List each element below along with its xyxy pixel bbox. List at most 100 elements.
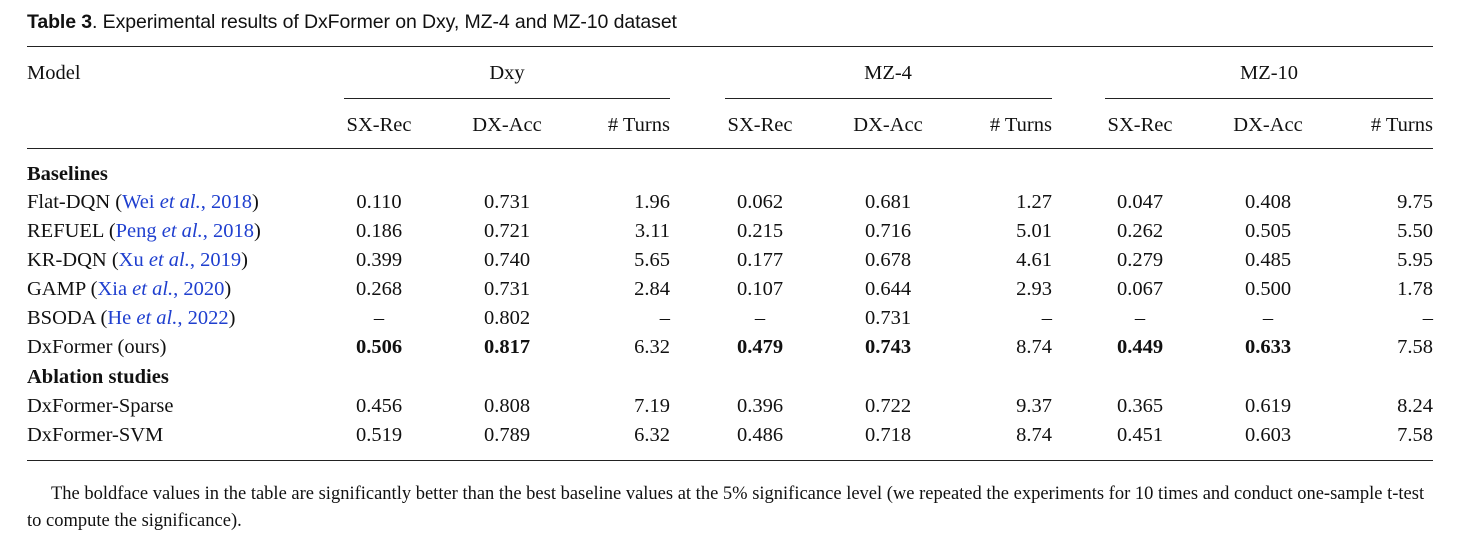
- table-cell: 8.24: [1397, 395, 1433, 417]
- row-model-name: DxFormer-Sparse: [27, 394, 173, 418]
- table-cell: 0.449: [1116, 336, 1164, 358]
- table-cell: 0.047: [1116, 191, 1164, 213]
- table-cell: 0.486: [736, 424, 784, 446]
- table-cell: 0.365: [1116, 395, 1164, 417]
- table-cell: 0.681: [864, 191, 912, 213]
- model-name: REFUEL: [27, 220, 104, 242]
- table-cell: 0.479: [736, 336, 784, 358]
- citation-link[interactable]: Wei et al., 2018: [122, 191, 252, 213]
- table-cell: 0.789: [483, 424, 531, 446]
- model-name: KR-DQN: [27, 249, 107, 271]
- table-cell: 0.107: [736, 278, 784, 300]
- row-model-name: Flat-DQN (Wei et al., 2018): [27, 191, 259, 213]
- table-cell: 3.11: [634, 220, 670, 242]
- table-cell: –: [1134, 307, 1146, 329]
- table-cell: 0.731: [864, 307, 912, 329]
- table-cell: 0.721: [483, 220, 531, 242]
- table-cell: 0.678: [864, 249, 912, 271]
- table-cell: 6.32: [634, 336, 670, 358]
- table-cell: 0.519: [355, 424, 403, 446]
- metric-header-6: SX-Rec: [1107, 114, 1173, 136]
- group-rule-mz4: [725, 98, 1052, 99]
- section-ablation: Ablation studies: [27, 366, 169, 388]
- table-caption: Table 3. Experimental results of DxForme…: [27, 11, 677, 34]
- model-name: DxFormer-SVM: [27, 424, 164, 446]
- table-cell: 0.062: [736, 191, 784, 213]
- table-cell: 0.506: [355, 336, 403, 358]
- section-baselines: Baselines: [27, 163, 108, 185]
- table-cell: –: [659, 307, 670, 329]
- metric-header-7: DX-Acc: [1233, 114, 1303, 136]
- table-cell: 0.740: [483, 249, 531, 271]
- table-cell: 0.722: [864, 395, 912, 417]
- table-cell: 7.19: [634, 395, 670, 417]
- table-footnote: The boldface values in the table are sig…: [27, 484, 1425, 531]
- table-caption-text: . Experimental results of DxFormer on Dx…: [92, 11, 677, 33]
- table-cell: 5.65: [634, 249, 670, 271]
- bottom-rule: [27, 460, 1433, 461]
- citation-link[interactable]: Xia et al., 2020: [97, 278, 225, 300]
- table-cell: 1.78: [1397, 278, 1433, 300]
- header-group-mz4: MZ-4: [864, 62, 912, 84]
- table-cell: 0.451: [1116, 424, 1164, 446]
- citation-link[interactable]: Xu et al., 2019: [118, 249, 242, 271]
- table-cell: 0.279: [1116, 249, 1164, 271]
- header-group-dxy: Dxy: [489, 62, 525, 84]
- metric-header-3: SX-Rec: [727, 114, 793, 136]
- table-cell: 8.74: [1016, 336, 1052, 358]
- table-cell: –: [754, 307, 766, 329]
- metric-header-1: DX-Acc: [472, 114, 542, 136]
- table-cell: 0.808: [483, 395, 531, 417]
- metric-header-5: # Turns: [989, 114, 1052, 136]
- table-cell: 5.95: [1397, 249, 1433, 271]
- table-cell: 0.500: [1244, 278, 1292, 300]
- row-model-name: REFUEL (Peng et al., 2018): [27, 220, 261, 242]
- table-cell: 5.50: [1397, 220, 1433, 242]
- row-model-name: BSODA (He et al., 2022): [27, 307, 236, 329]
- table-cell: 6.32: [634, 424, 670, 446]
- table-cell: 0.110: [356, 191, 402, 213]
- table-cell: 0.505: [1244, 220, 1292, 242]
- model-name: Flat-DQN: [27, 191, 111, 213]
- model-name: DxFormer-Sparse: [27, 395, 174, 417]
- model-name: BSODA: [27, 307, 96, 329]
- table-cell: 0.603: [1244, 424, 1292, 446]
- table-cell: 2.84: [634, 278, 670, 300]
- table-cell: –: [1422, 307, 1433, 329]
- table-cell: 0.262: [1116, 220, 1164, 242]
- table-cell: 8.74: [1016, 424, 1052, 446]
- metric-header-4: DX-Acc: [853, 114, 923, 136]
- table-cell: 0.177: [736, 249, 784, 271]
- table-cell: 0.802: [483, 307, 531, 329]
- row-model-name: DxFormer-SVM: [27, 423, 163, 447]
- table-cell: 0.817: [483, 336, 531, 358]
- table-cell: 1.96: [634, 191, 670, 213]
- table-cell: 0.456: [355, 395, 403, 417]
- metric-header-0: SX-Rec: [346, 114, 412, 136]
- table-cell: 0.743: [864, 336, 912, 358]
- header-model: Model: [27, 62, 81, 84]
- top-rule: [27, 46, 1433, 47]
- table-cell: 9.37: [1016, 395, 1052, 417]
- table-cell: 0.619: [1244, 395, 1292, 417]
- table-cell: 7.58: [1397, 336, 1433, 358]
- table-label: Table 3: [27, 11, 93, 33]
- header-group-mz10: MZ-10: [1239, 62, 1299, 84]
- model-name: GAMP: [27, 278, 86, 300]
- citation-link[interactable]: He et al., 2022: [107, 307, 229, 329]
- table-cell: –: [1041, 307, 1052, 329]
- table-cell: 1.27: [1016, 191, 1052, 213]
- row-model-name: DxFormer (ours): [27, 335, 167, 359]
- table-cell: 0.408: [1244, 191, 1292, 213]
- table-cell: 0.718: [864, 424, 912, 446]
- citation-link[interactable]: Peng et al., 2018: [115, 220, 255, 242]
- table-cell: 0.731: [483, 191, 531, 213]
- row-model-name: KR-DQN (Xu et al., 2019): [27, 249, 248, 271]
- table-cell: –: [1262, 307, 1274, 329]
- table-cell: 0.396: [736, 395, 784, 417]
- table-cell: 0.485: [1244, 249, 1292, 271]
- table-cell: 0.399: [355, 249, 403, 271]
- table-cell: 0.067: [1116, 278, 1164, 300]
- table-cell: 0.633: [1244, 336, 1292, 358]
- table-cell: 0.716: [864, 220, 912, 242]
